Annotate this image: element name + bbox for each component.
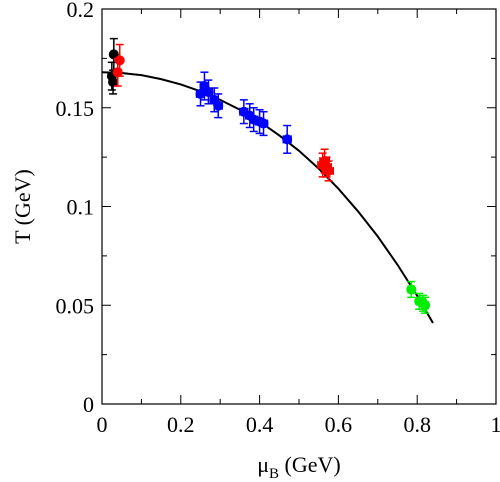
data-point <box>420 296 431 314</box>
x-tick-label: 0 <box>97 412 108 437</box>
data-point-marker <box>203 86 214 97</box>
data-point-marker <box>114 55 125 66</box>
y-tick-label: 0.1 <box>67 195 95 220</box>
x-axis-label: μB (GeV) <box>257 452 341 482</box>
y-tick-label: 0.15 <box>56 96 95 121</box>
x-tick-label: 1 <box>491 412 500 437</box>
x-tick-label: 0.6 <box>325 412 353 437</box>
y-tick-label: 0.2 <box>67 0 95 22</box>
data-point-marker <box>108 77 119 88</box>
data-point <box>258 110 269 137</box>
y-tick-label: 0.05 <box>56 293 95 318</box>
data-point <box>238 99 249 125</box>
data-point <box>213 93 224 119</box>
data-point-marker <box>282 134 293 145</box>
plot-frame <box>101 8 497 405</box>
data-point <box>282 124 293 154</box>
x-tick-label: 0.8 <box>403 412 431 437</box>
data-point-marker <box>213 100 224 111</box>
y-axis: 0 0.05 0.1 0.15 0.2 <box>56 0 496 417</box>
data-point-marker <box>319 156 330 167</box>
fit-curve <box>101 71 434 324</box>
data-point-marker <box>195 88 206 99</box>
data-point-marker <box>258 118 269 129</box>
y-tick-label: 0 <box>83 392 94 417</box>
y-axis-label: T (GeV) <box>10 169 35 244</box>
x-tick-label: 0.2 <box>167 412 195 437</box>
x-axis: 0 0.2 0.4 0.6 0.8 1 <box>97 9 500 437</box>
data-point <box>406 280 417 299</box>
series-3 <box>406 280 431 314</box>
plot-area <box>101 37 434 324</box>
data-point-marker <box>420 300 431 311</box>
x-tick-label: 0.4 <box>246 412 274 437</box>
data-point <box>319 148 331 174</box>
x-axis-label-unit: (GeV) <box>279 452 341 477</box>
x-axis-label-symbol: μ <box>257 452 269 477</box>
x-axis-label-subscript: B <box>269 466 279 482</box>
data-point-marker <box>406 284 417 295</box>
series-2 <box>195 71 293 154</box>
data-point <box>114 43 125 77</box>
data-point <box>203 79 214 105</box>
series-1 <box>112 43 335 182</box>
